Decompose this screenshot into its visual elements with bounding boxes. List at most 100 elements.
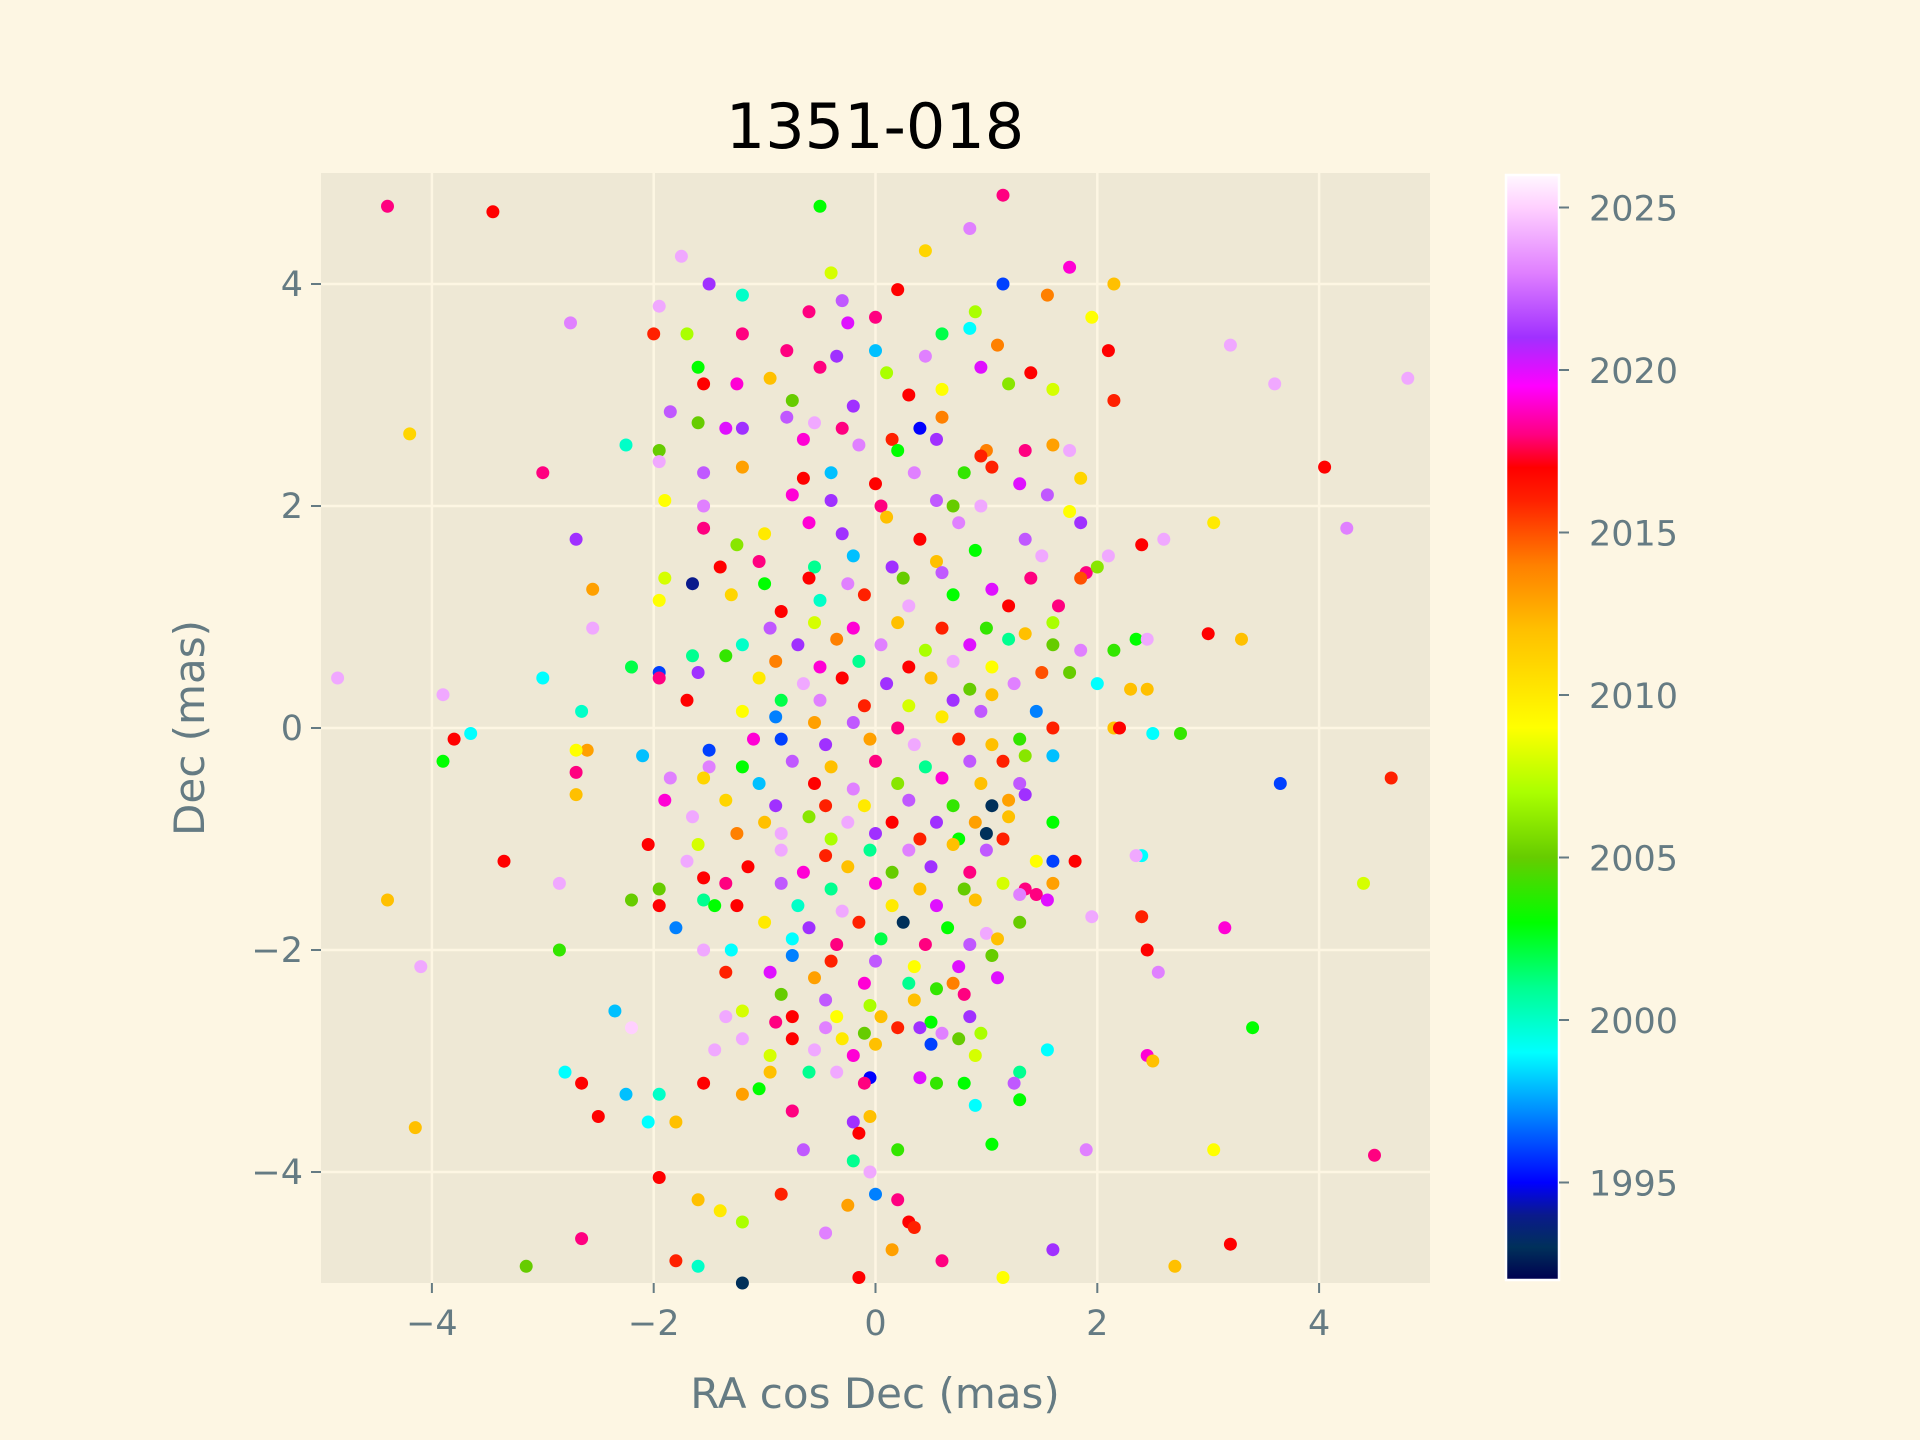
data-point (824, 882, 838, 896)
data-point (852, 654, 866, 668)
data-point (697, 377, 711, 391)
data-point (819, 849, 833, 863)
data-point (774, 987, 788, 1001)
data-point (824, 266, 838, 280)
data-point (780, 344, 794, 358)
data-point (935, 382, 949, 396)
data-point (819, 1021, 833, 1035)
data-point (896, 571, 910, 585)
data-point (1368, 1148, 1381, 1162)
data-point (808, 1043, 821, 1057)
data-point (830, 349, 844, 363)
data-point (1018, 444, 1032, 457)
data-point (769, 710, 783, 724)
data-point (608, 1004, 622, 1018)
data-point (1157, 532, 1171, 546)
data-point (774, 693, 788, 707)
data-point (985, 660, 999, 674)
data-point (907, 738, 921, 752)
data-point (735, 327, 749, 341)
data-point (1318, 460, 1332, 474)
data-point (1090, 677, 1104, 691)
data-point (464, 727, 478, 740)
data-point (830, 938, 844, 951)
data-point (1140, 943, 1154, 957)
data-point (802, 810, 816, 824)
data-point (536, 671, 550, 685)
x-tick-label: −2 (628, 1304, 680, 1344)
data-point (713, 560, 727, 574)
data-point (519, 1259, 533, 1273)
data-point (891, 616, 905, 630)
data-point (1124, 682, 1138, 696)
data-point (403, 427, 417, 441)
data-point (841, 815, 855, 829)
data-point (968, 893, 982, 907)
data-point (963, 938, 977, 951)
data-point (785, 1032, 799, 1046)
data-point (880, 366, 894, 380)
data-point (1246, 1021, 1260, 1035)
data-point (735, 760, 749, 774)
data-point (1046, 382, 1060, 396)
data-point (808, 777, 821, 790)
data-point (891, 1021, 905, 1035)
data-point (758, 577, 772, 591)
data-point (663, 405, 677, 419)
data-point (1357, 876, 1370, 890)
data-point (680, 327, 694, 341)
data-point (785, 932, 799, 946)
data-point (913, 421, 927, 435)
data-point (930, 815, 943, 829)
data-point (869, 754, 882, 768)
data-point (813, 693, 827, 707)
data-point (1074, 571, 1088, 585)
data-point (830, 1010, 844, 1024)
data-point (885, 1243, 899, 1257)
data-point (846, 716, 860, 729)
data-point (769, 654, 783, 668)
data-point (924, 671, 938, 685)
data-point (819, 1226, 833, 1240)
data-point (758, 915, 772, 929)
data-point (930, 555, 943, 568)
data-point (1063, 260, 1077, 274)
data-point (824, 832, 838, 846)
data-point (1040, 893, 1054, 907)
data-point (652, 882, 666, 896)
data-point (785, 1104, 799, 1118)
data-point (1046, 638, 1060, 652)
x-axis-label: RA cos Dec (mas) (690, 1369, 1060, 1418)
data-point (691, 360, 705, 374)
data-point (819, 799, 833, 813)
data-point (763, 1065, 777, 1079)
data-point (974, 449, 988, 463)
data-point (774, 827, 788, 840)
data-point (724, 943, 738, 957)
data-point (935, 771, 949, 785)
data-point (968, 815, 982, 829)
x-tick-label: 0 (864, 1304, 886, 1344)
data-point (652, 299, 666, 313)
data-point (874, 499, 888, 513)
data-point (591, 1110, 605, 1123)
data-point (924, 1015, 938, 1029)
data-point (686, 810, 699, 824)
colorbar-frame (1504, 173, 1561, 1282)
data-point (735, 704, 749, 718)
data-point (1223, 338, 1237, 352)
data-point (691, 1193, 705, 1207)
data-point (857, 976, 871, 990)
data-point (869, 954, 882, 968)
data-point (1174, 727, 1187, 740)
data-point (1046, 438, 1060, 452)
data-point (968, 305, 982, 319)
data-point (996, 277, 1010, 291)
data-point (863, 1110, 877, 1123)
data-point (1223, 1237, 1237, 1251)
data-point (1035, 666, 1049, 679)
data-point (1140, 682, 1154, 696)
data-point (763, 965, 777, 979)
data-point (946, 588, 960, 602)
data-point (819, 993, 833, 1007)
